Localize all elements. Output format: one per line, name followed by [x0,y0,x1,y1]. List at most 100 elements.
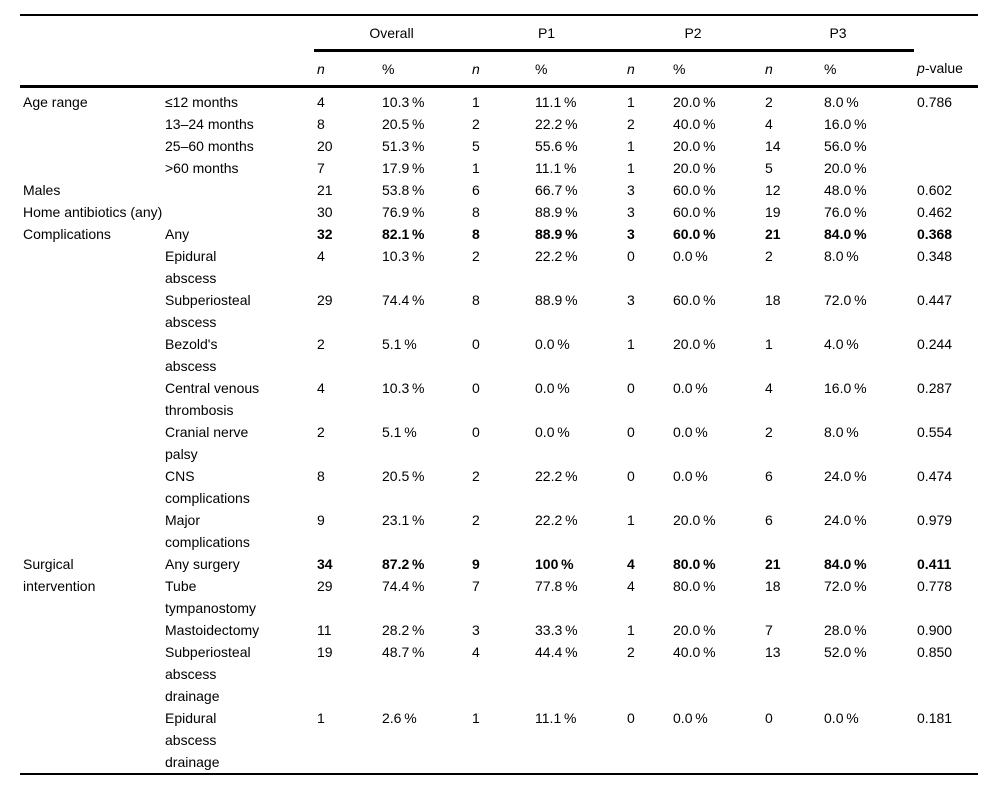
pvalue-cell: 0.244 [917,336,953,352]
table-body: Age range ≤12 months 4 10.3 % 1 11.1 % 1 20.0 %… [20,87,978,775]
value-cell: 1 [627,622,635,638]
value-cell: 20.0 % [673,94,716,110]
label-cell: Any [165,226,190,242]
value-cell: 6 [765,512,773,528]
value-cell: 22.2 % [535,512,578,528]
value-cell: 22.2 % [535,248,578,264]
value-cell: 72.0 % [824,292,867,308]
table-row: Males 21 53.8 % 6 66.7 % 3 60.0 % 12 48.0 % 0.602 [20,179,978,201]
table-row: CNS complications 8 20.5 % 2 22.2 % 0 0.0 % 6 24… [20,465,978,509]
value-cell: 77.8 % [535,578,578,594]
pvalue-cell: 0.447 [917,292,953,308]
value-cell: 2 [765,94,773,110]
pvalue-cell [914,113,978,135]
value-cell: 20.0 % [673,512,716,528]
value-cell: 9 [317,512,325,528]
value-cell: 1 [765,336,773,352]
value-cell: 3 [627,204,635,220]
label-cell: 13–24 months [165,116,254,132]
value-cell: 1 [627,94,635,110]
value-cell: 1 [627,336,635,352]
table-row: Bezold's abscess 2 5.1 % 0 0.0 % 1 20.0 % 1 4.0 … [20,333,978,377]
value-cell: 22.2 % [535,468,578,484]
table-row: Mastoidectomy 11 28.2 % 3 33.3 % 1 20.0 % 7 28.0… [20,619,978,641]
pvalue-cell: 0.474 [917,468,953,484]
value-cell: 8 [317,116,325,132]
table-row: Tube tympanostomy 29 74.4 % 7 77.8 % 4 80.0 % 1… [20,575,978,619]
clinical-summary-table: Overall P1 P2 P3 n % n % n % n % p-value… [20,14,979,775]
value-cell: 12 [765,182,781,198]
value-cell: 44.4 % [535,644,578,660]
value-cell: 2.6 % [382,710,417,726]
value-cell: 5 [472,138,480,154]
value-cell: 6 [472,182,480,198]
value-cell: 56.0 % [824,138,867,154]
value-cell: 11.1 % [535,710,577,726]
value-cell: 16.0 % [824,380,867,396]
value-cell: 8 [472,204,480,220]
value-cell: 20.0 % [673,336,716,352]
value-cell: 8.0 % [824,248,859,264]
table-row: Age range ≤12 months 4 10.3 % 1 11.1 % 1 20.0 %… [20,87,978,114]
value-cell: 72.0 % [824,578,867,594]
category-cell: Complications [23,226,111,242]
col-header-pct-p3: % [821,50,915,88]
value-cell: 32 [317,226,333,242]
value-cell: 0 [765,710,773,726]
pvalue-cell: 0.462 [917,204,953,220]
value-cell: 7 [472,578,480,594]
value-cell: 60.0 % [673,226,716,242]
value-cell: 60.0 % [673,204,716,220]
col-header-n-p1: n [469,50,533,88]
label-cell: Cranial nerve palsy [165,424,249,462]
header-spacer [914,15,978,51]
table-row: 25–60 months 20 51.3 % 5 55.6 % 1 20.0 % 14 56.0… [20,135,978,157]
value-cell: 0.0 % [673,710,708,726]
pvalue-cell: 0.850 [917,644,953,660]
value-cell: 0 [627,424,635,440]
subheader-row: n % n % n % n % p-value [20,50,979,88]
table-row: Subperiosteal abscess 29 74.4 % 8 88.9 % 3 60.… [20,289,978,333]
value-cell: 4 [765,380,773,396]
value-cell: 20.0 % [673,622,716,638]
label-cell: ≤12 months [165,94,239,110]
label-cell: Subperiosteal abscess drainage [165,644,251,704]
col-group-p3: P3 [762,15,915,52]
label-cell: Tube tympanostomy [165,578,257,616]
label-cell: Any surgery [165,556,240,572]
pvalue-cell: 0.411 [917,556,952,572]
value-cell: 0 [627,248,635,264]
value-cell: 2 [765,248,773,264]
value-cell: 0.0 % [673,380,708,396]
value-cell: 8 [317,468,325,484]
value-cell: 53.8 % [382,182,425,198]
value-cell: 3 [627,292,635,308]
table-row: Major complications 9 23.1 % 2 22.2 % 1 20.0 %… [20,509,978,553]
value-cell: 2 [472,512,480,528]
value-cell: 88.9 % [535,204,578,220]
value-cell: 88.9 % [535,226,578,242]
label-cell: Epidural abscess drainage [165,710,220,770]
table-row: Surgical intervention Any surgery 34 87.2 %… [20,553,978,594]
value-cell: 11.1 % [535,160,577,176]
value-cell: 7 [317,160,325,176]
value-cell: 76.9 % [382,204,425,220]
value-cell: 3 [627,182,635,198]
value-cell: 24.0 % [824,468,867,484]
value-cell: 1 [627,160,635,176]
value-cell: 0.0 % [535,424,570,440]
pvalue-cell: 0.900 [917,622,953,638]
table-row: Subperiosteal abscess drainage 19 48.7 % 4 4… [20,641,978,707]
value-cell: 0 [627,710,635,726]
label-cell: Subperiosteal abscess [165,292,251,330]
value-cell: 19 [317,644,333,660]
table-row: Home antibiotics (any) 30 76.9 % 8 88.9 % 3 60… [20,201,978,223]
value-cell: 8 [472,292,480,308]
pvalue-cell: 0.602 [917,182,953,198]
value-cell: 5.1 % [382,336,417,352]
value-cell: 4 [317,248,325,264]
col-header-pct-p2: % [670,50,763,88]
value-cell: 20.5 % [382,468,425,484]
value-cell: 0.0 % [673,248,708,264]
pvalue-header-rest: -value [924,59,963,76]
